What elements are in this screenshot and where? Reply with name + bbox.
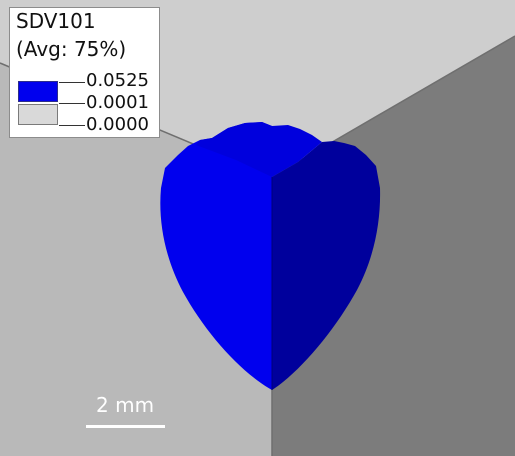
legend-tick-line [59, 125, 85, 126]
legend: SDV101 (Avg: 75%) 0.0525 0.0001 0.0000 [9, 7, 160, 138]
legend-tick-label: 0.0525 [86, 70, 149, 91]
legend-tick-label: 0.0000 [86, 114, 149, 135]
damage-region-right [272, 141, 381, 390]
scale-bar [86, 425, 165, 428]
legend-subtitle: (Avg: 75%) [16, 37, 127, 61]
right-face [272, 36, 515, 456]
damage-region-left [160, 122, 272, 390]
legend-title: SDV101 [16, 9, 96, 33]
legend-tick-label: 0.0001 [86, 92, 149, 113]
legend-tick-line [59, 82, 85, 83]
legend-swatch-low [18, 104, 58, 125]
legend-tick-line [59, 103, 85, 104]
scale-bar-label: 2 mm [96, 393, 155, 417]
legend-swatch-high [18, 81, 58, 102]
damage-region-top [196, 122, 322, 177]
